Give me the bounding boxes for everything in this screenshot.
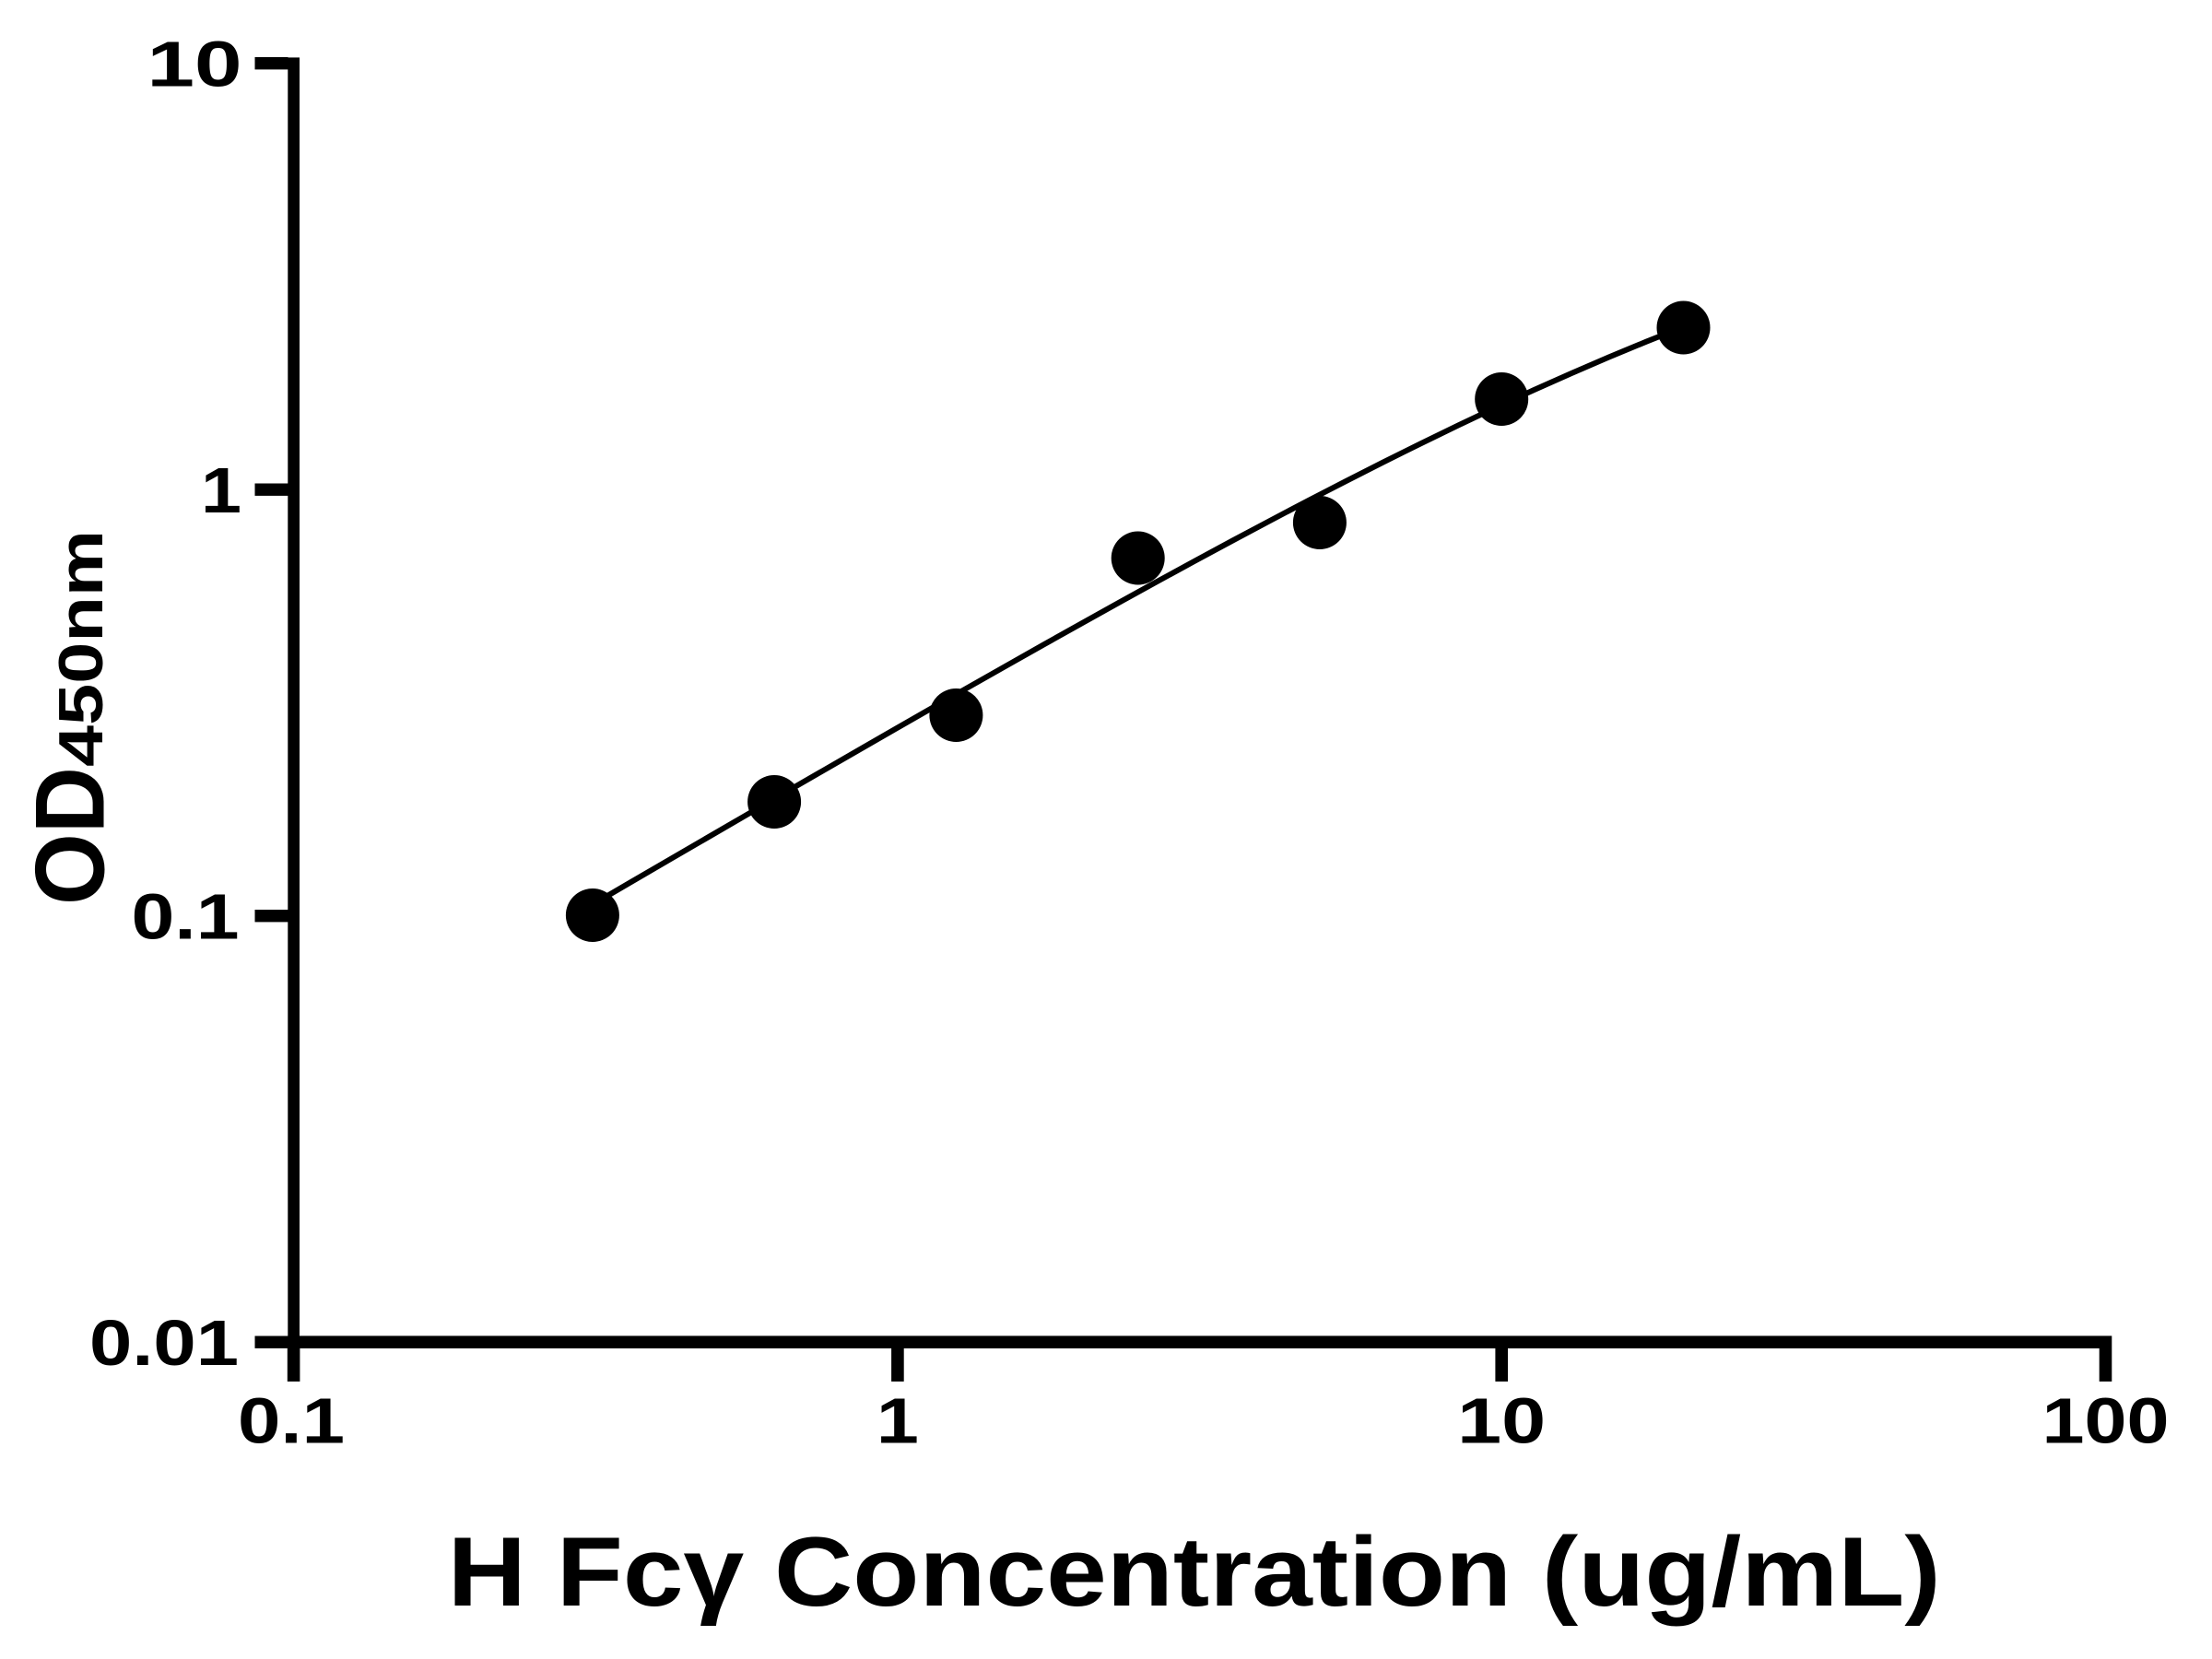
svg-text:10: 10 [147,29,242,100]
svg-text:1: 1 [201,454,241,526]
svg-text:450nm: 450nm [46,530,116,767]
svg-text:10: 10 [1457,1385,1546,1457]
svg-text:1: 1 [877,1385,919,1457]
svg-text:OD: OD [15,767,125,905]
svg-text:H Fcγ Concentration (ug/mL): H Fcγ Concentration (ug/mL) [448,1516,1941,1627]
svg-text:0.1: 0.1 [238,1385,345,1457]
svg-text:100: 100 [2042,1385,2170,1457]
svg-text:0.1: 0.1 [132,881,240,953]
svg-text:0.01: 0.01 [89,1307,239,1379]
